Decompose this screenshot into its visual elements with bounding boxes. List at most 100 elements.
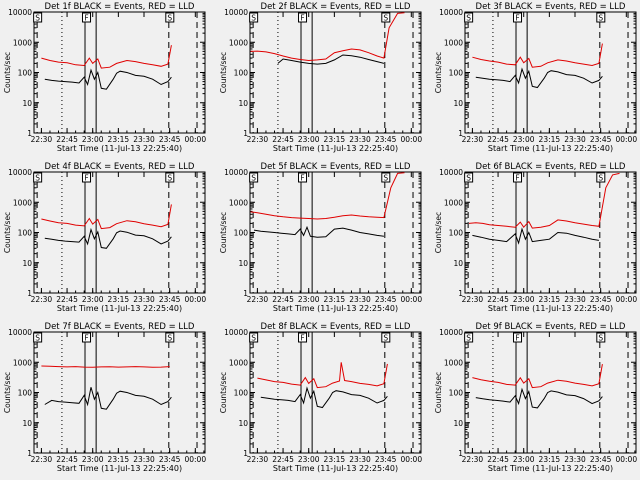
x-tick-label: 23:00 xyxy=(298,135,320,144)
x-axis-label: Start Time (11-Jul-13 22:25:40) xyxy=(488,144,613,153)
y-tick-label: 10000 xyxy=(439,8,463,17)
x-tick-label: 23:45 xyxy=(159,295,181,304)
end-flag-label: S xyxy=(598,334,603,343)
x-tick-label: 23:45 xyxy=(375,295,397,304)
end-flag-box xyxy=(165,12,175,23)
plot-frame xyxy=(33,11,206,134)
lld-series-line xyxy=(41,365,170,368)
y-tick-label: 10 xyxy=(238,99,248,108)
y-axis-label: Counts/sec xyxy=(219,52,228,93)
lld-series-line xyxy=(472,43,603,68)
start-flag-box xyxy=(33,172,43,183)
start-flag-label: S xyxy=(251,14,256,23)
end-flag-box xyxy=(596,172,606,183)
flare-flag-box xyxy=(513,12,523,23)
x-tick-label: 22:30 xyxy=(31,135,53,144)
x-tick-label: 22:30 xyxy=(247,295,269,304)
y-tick-label: 1000 xyxy=(229,198,248,207)
x-tick-label: 23:15 xyxy=(539,295,561,304)
y-tick-label: 10 xyxy=(22,99,32,108)
y-axis-label: Counts/sec xyxy=(3,212,12,253)
y-tick-label: 10 xyxy=(22,259,32,268)
plot-frame xyxy=(249,11,422,134)
flare-flag-label: F xyxy=(84,334,88,343)
events-series-line xyxy=(260,386,388,409)
y-tick-label: 1000 xyxy=(444,198,463,207)
x-tick-label: 23:00 xyxy=(82,295,104,304)
events-series-line xyxy=(277,54,385,65)
x-tick-label: 23:45 xyxy=(159,455,181,464)
y-tick-label: 1000 xyxy=(444,38,463,47)
x-tick-label: 22:45 xyxy=(56,135,78,144)
lld-series-line xyxy=(250,12,405,62)
x-tick-label: 23:00 xyxy=(298,295,320,304)
y-tick-label: 100 xyxy=(449,229,464,238)
x-tick-label: 23:30 xyxy=(349,455,371,464)
y-tick-label: 1 xyxy=(243,449,248,458)
plot-frame xyxy=(464,331,637,454)
start-flag-label: S xyxy=(35,14,40,23)
y-tick-label: 10000 xyxy=(224,328,248,337)
y-tick-label: 100 xyxy=(18,229,33,238)
y-tick-label: 10000 xyxy=(439,168,463,177)
x-tick-label: 23:00 xyxy=(513,295,535,304)
end-flag-label: S xyxy=(167,174,172,183)
detector-panel-5: Det 5f BLACK = Events, RED = LLD 1 10 100 10… xyxy=(219,162,422,313)
detector-panel-8: Det 8f BLACK = Events, RED = LLD 1 10 100 10… xyxy=(219,322,422,473)
x-tick-label: 23:45 xyxy=(590,295,612,304)
flare-flag-label: F xyxy=(515,174,519,183)
end-flag-label: S xyxy=(383,14,388,23)
start-flag-box xyxy=(464,12,474,23)
detector-panel-2: Det 2f BLACK = Events, RED = LLD 1 10 100 10… xyxy=(219,2,422,153)
x-tick-label: 22:30 xyxy=(462,455,484,464)
flare-flag-box xyxy=(82,12,92,23)
y-axis-label: Counts/sec xyxy=(434,372,443,413)
x-tick-label: 22:30 xyxy=(31,455,53,464)
x-tick-label: 23:45 xyxy=(375,135,397,144)
x-tick-label: 23:15 xyxy=(539,455,561,464)
panel-title: Det 6f BLACK = Events, RED = LLD xyxy=(476,162,626,172)
x-tick-label: 22:45 xyxy=(56,295,78,304)
x-tick-label: 23:00 xyxy=(298,455,320,464)
x-tick-label: 23:30 xyxy=(564,135,586,144)
x-axis-label: Start Time (11-Jul-13 22:25:40) xyxy=(273,464,398,473)
panel-title: Det 4f BLACK = Events, RED = LLD xyxy=(45,162,195,172)
y-tick-label: 10 xyxy=(238,259,248,268)
x-tick-label: 22:45 xyxy=(56,455,78,464)
lld-series-line xyxy=(472,364,603,389)
x-tick-label: 22:30 xyxy=(462,135,484,144)
y-axis-label: Counts/sec xyxy=(219,372,228,413)
x-axis-label: Start Time (11-Jul-13 22:25:40) xyxy=(57,304,182,313)
x-tick-label: 23:30 xyxy=(349,295,371,304)
end-flag-label: S xyxy=(598,174,603,183)
y-tick-label: 1 xyxy=(243,289,248,298)
y-tick-label: 10 xyxy=(453,419,463,428)
flare-flag-box xyxy=(298,332,308,343)
y-tick-label: 1000 xyxy=(13,358,32,367)
y-axis-label: Counts/sec xyxy=(434,52,443,93)
y-tick-label: 10 xyxy=(453,259,463,268)
y-tick-label: 1000 xyxy=(229,38,248,47)
x-tick-label: 23:30 xyxy=(133,295,155,304)
y-tick-label: 1 xyxy=(27,449,32,458)
y-tick-label: 10 xyxy=(238,419,248,428)
y-tick-label: 10000 xyxy=(8,328,32,337)
detector-panel-9: Det 9f BLACK = Events, RED = LLD 1 10 100 10… xyxy=(434,322,637,473)
start-flag-label: S xyxy=(35,174,40,183)
y-axis-label: Counts/sec xyxy=(434,212,443,253)
start-flag-box xyxy=(249,12,259,23)
y-tick-label: 10000 xyxy=(8,168,32,177)
x-axis-label: Start Time (11-Jul-13 22:25:40) xyxy=(273,144,398,153)
panel-title: Det 8f BLACK = Events, RED = LLD xyxy=(261,322,411,332)
x-tick-label: 22:45 xyxy=(487,455,509,464)
y-tick-label: 100 xyxy=(449,389,464,398)
x-tick-label: 23:15 xyxy=(324,455,346,464)
flare-flag-label: F xyxy=(300,174,304,183)
start-flag-label: S xyxy=(35,334,40,343)
events-series-line xyxy=(44,387,172,410)
plot-frame xyxy=(464,11,637,134)
y-axis-label: Counts/sec xyxy=(3,52,12,93)
flare-flag-box xyxy=(298,172,308,183)
x-tick-label: 23:45 xyxy=(590,455,612,464)
y-tick-label: 100 xyxy=(18,69,33,78)
